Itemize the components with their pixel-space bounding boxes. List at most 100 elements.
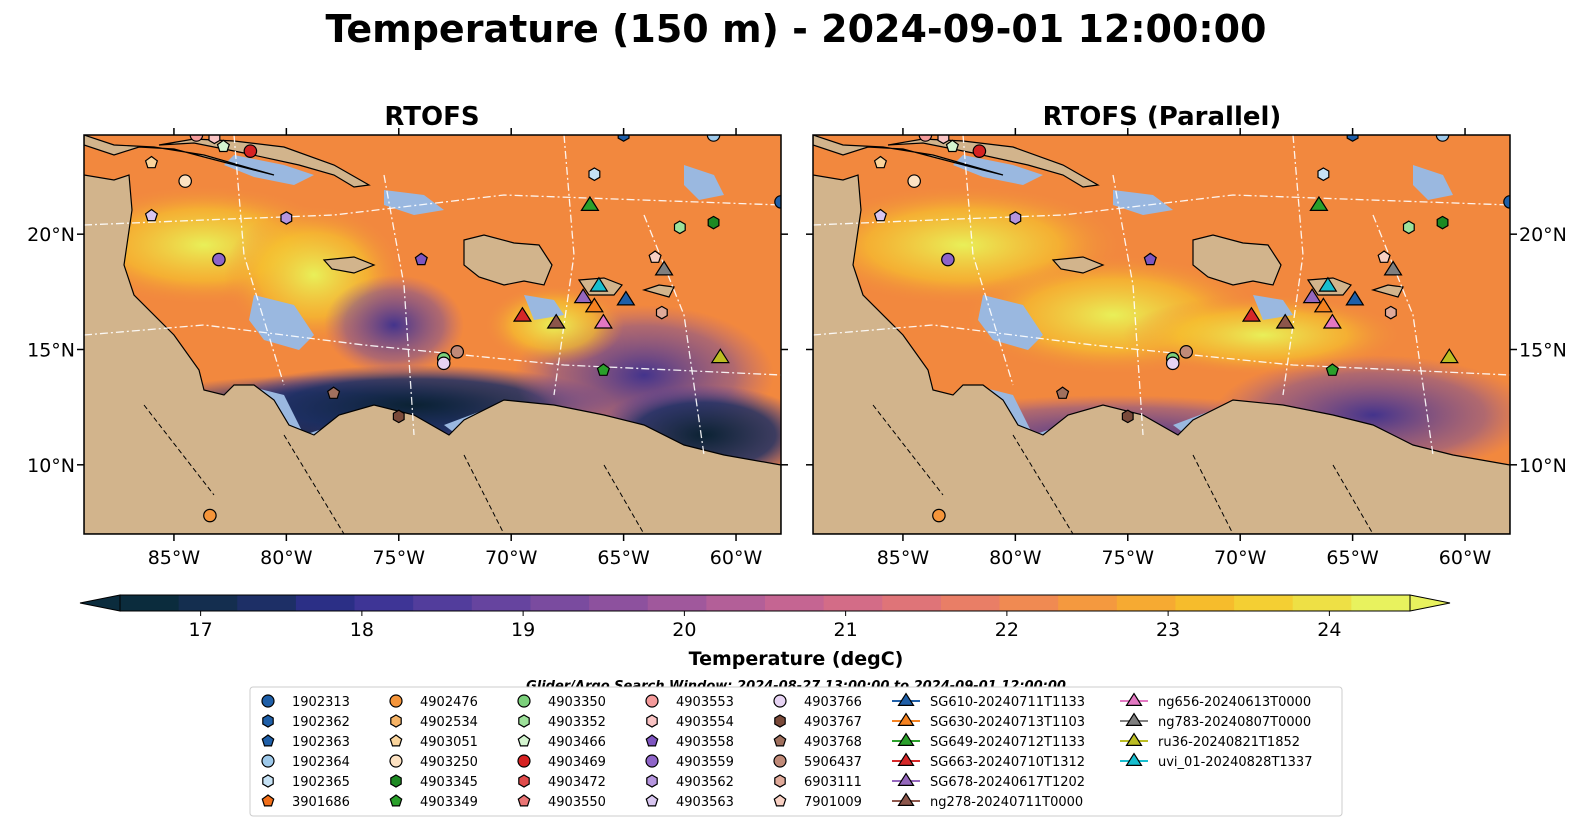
marker-ng278-20240711T0000[interactable]: [1275, 313, 1295, 329]
marker-4902476[interactable]: [203, 508, 217, 523]
marker-4903250[interactable]: [907, 174, 921, 188]
marker-4903051[interactable]: [144, 155, 159, 169]
marker-4903563[interactable]: [873, 208, 888, 222]
legend-marker-4903469[interactable]: [517, 754, 531, 768]
legend-marker-ng656-20240613T0000[interactable]: [1125, 692, 1143, 706]
legend-marker-4903472[interactable]: [518, 774, 530, 788]
legend-marker-ru36-20240821T1852[interactable]: [1125, 732, 1143, 746]
marker-4903558[interactable]: [1143, 252, 1157, 266]
marker-1902365[interactable]: [1317, 167, 1330, 182]
marker-4903469[interactable]: [243, 144, 258, 158]
marker-4902476[interactable]: [932, 508, 946, 523]
marker-1902362[interactable]: [1346, 129, 1359, 142]
marker-4903559[interactable]: [941, 252, 955, 267]
marker-4903559[interactable]: [212, 252, 226, 267]
map-area[interactable]: [723, 129, 1533, 555]
legend-marker-1902313[interactable]: [261, 694, 275, 708]
marker-7901009[interactable]: [1377, 250, 1391, 263]
marker-4903352[interactable]: [673, 220, 686, 235]
marker-ng656-20240613T0000[interactable]: [593, 313, 613, 329]
marker-1902365[interactable]: [588, 167, 601, 182]
marker-6903111[interactable]: [655, 305, 668, 320]
marker-4903766[interactable]: [1165, 356, 1180, 371]
marker-4903469[interactable]: [972, 144, 987, 158]
legend-marker-4902476[interactable]: [389, 694, 403, 708]
marker-ng783-20240807T0000[interactable]: [654, 260, 674, 276]
marker-4903554[interactable]: [208, 131, 221, 145]
legend-marker-ng783-20240807T0000[interactable]: [1125, 712, 1143, 726]
marker-4903767[interactable]: [392, 409, 405, 424]
legend-marker-4903051[interactable]: [389, 734, 403, 747]
marker-5906437[interactable]: [450, 344, 465, 359]
legend-marker-1902363[interactable]: [261, 734, 275, 747]
legend-marker-SG649-20240712T1133[interactable]: [897, 732, 915, 746]
legend-marker-SG678-20240617T1202[interactable]: [897, 772, 915, 786]
marker-4903767[interactable]: [1121, 409, 1134, 424]
legend-marker-3901686[interactable]: [261, 794, 275, 807]
marker-4903563[interactable]: [144, 208, 159, 222]
marker-ru36-20240821T1852[interactable]: [1439, 348, 1459, 364]
marker-4903768[interactable]: [1055, 386, 1070, 399]
marker-SG610-20240711T1133[interactable]: [616, 290, 636, 306]
marker-4903562[interactable]: [280, 211, 293, 225]
marker-4903250[interactable]: [178, 174, 192, 188]
marker-4903553[interactable]: [918, 129, 933, 142]
marker-uvi_01-20240828T1337[interactable]: [589, 276, 609, 292]
marker-4903345[interactable]: [707, 215, 720, 230]
legend-marker-4903350[interactable]: [517, 694, 531, 708]
marker-SG663-20240710T1312[interactable]: [1241, 306, 1261, 322]
marker-4903562[interactable]: [1009, 211, 1022, 225]
legend-marker-1902364[interactable]: [261, 754, 275, 768]
marker-uvi_01-20240828T1337[interactable]: [1318, 276, 1338, 292]
marker-SG649-20240712T1133[interactable]: [1309, 195, 1329, 211]
legend-marker-4902534[interactable]: [390, 714, 402, 728]
legend-marker-1902362[interactable]: [262, 714, 274, 728]
marker-SG630-20240713T1103[interactable]: [1313, 297, 1333, 313]
marker-4903553[interactable]: [189, 129, 204, 142]
legend-marker-SG610-20240711T1133[interactable]: [897, 692, 915, 706]
legend-marker-6903111[interactable]: [774, 774, 786, 788]
legend-marker-4903349[interactable]: [389, 794, 403, 807]
legend-marker-4903562[interactable]: [646, 774, 658, 788]
legend-marker-4903550[interactable]: [517, 794, 531, 807]
legend-marker-5906437[interactable]: [773, 754, 787, 768]
marker-ng278-20240711T0000[interactable]: [546, 313, 566, 329]
legend-marker-4903250[interactable]: [389, 754, 403, 768]
marker-SG649-20240712T1133[interactable]: [580, 195, 600, 211]
legend-marker-7901009[interactable]: [773, 794, 787, 807]
legend-marker-4903766[interactable]: [773, 694, 787, 708]
marker-7901009[interactable]: [648, 250, 662, 263]
legend-marker-ng278-20240711T0000[interactable]: [897, 792, 915, 806]
marker-1902364[interactable]: [1435, 129, 1450, 142]
marker-4903349[interactable]: [596, 363, 611, 376]
legend-marker-SG663-20240710T1312[interactable]: [897, 752, 915, 766]
marker-4903554[interactable]: [937, 131, 950, 145]
legend-marker-4903768[interactable]: [773, 734, 787, 747]
legend-marker-4903563[interactable]: [645, 794, 659, 807]
marker-4903051[interactable]: [873, 155, 888, 169]
legend-marker-SG630-20240713T1103[interactable]: [897, 712, 915, 726]
marker-SG663-20240710T1312[interactable]: [512, 306, 532, 322]
legend-marker-4903553[interactable]: [645, 694, 659, 708]
legend-marker-4903767[interactable]: [774, 714, 786, 728]
marker-4903349[interactable]: [1325, 363, 1340, 376]
marker-4903466[interactable]: [945, 139, 960, 153]
marker-SG678-20240617T1202[interactable]: [1302, 288, 1322, 304]
legend-marker-1902365[interactable]: [262, 774, 274, 788]
marker-4903352[interactable]: [1402, 220, 1415, 235]
marker-4903466[interactable]: [216, 139, 231, 153]
marker-4903345[interactable]: [1436, 215, 1449, 230]
marker-SG610-20240711T1133[interactable]: [1345, 290, 1365, 306]
marker-4903766[interactable]: [436, 356, 451, 371]
map-area[interactable]: [0, 129, 814, 555]
legend-marker-4903554[interactable]: [646, 714, 658, 728]
marker-5906437[interactable]: [1179, 344, 1194, 359]
legend-marker-4903352[interactable]: [518, 714, 530, 728]
marker-4903558[interactable]: [414, 252, 428, 266]
legend-marker-4903559[interactable]: [645, 754, 659, 768]
legend-marker-uvi_01-20240828T1337[interactable]: [1125, 752, 1143, 766]
marker-6903111[interactable]: [1384, 305, 1397, 320]
legend-marker-4903345[interactable]: [390, 774, 402, 788]
marker-4903768[interactable]: [326, 386, 341, 399]
marker-ru36-20240821T1852[interactable]: [710, 348, 730, 364]
